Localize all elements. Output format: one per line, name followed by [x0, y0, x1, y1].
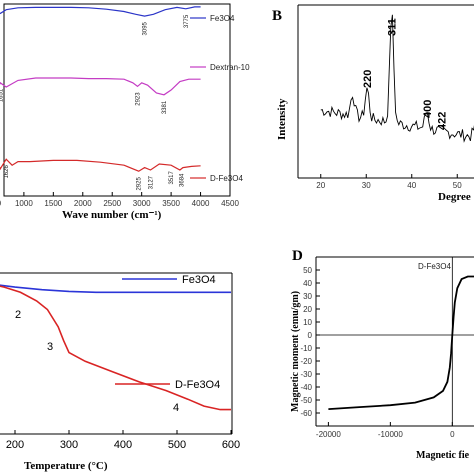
panel-a-peak-label: 2923: [136, 92, 142, 106]
panel-d-y-tick-label: -30: [300, 370, 312, 379]
panel-a-x-tick-label: 4000: [192, 199, 210, 208]
panel-c-x-tick-label: 600: [222, 439, 240, 451]
panel-a-peak-label: 3381: [162, 100, 168, 114]
panel-c-plot: 200 300 400 500 600 Fe3O4 D-Fe3O4 2 3 4: [0, 274, 240, 451]
panel-c-stage-label: 4: [173, 402, 179, 414]
panel-a-x-tick-label: 500: [0, 199, 2, 208]
panel-c-stage-label: 2: [15, 309, 21, 321]
panel-d-y-tick-label: -60: [300, 409, 312, 418]
panel-b-x-label: Degree: [438, 191, 471, 203]
panel-a-peak-label: 3684: [180, 173, 186, 187]
panel-a-peak-label: 2925: [137, 177, 143, 191]
panel-a-x-tick-label: 3500: [162, 199, 180, 208]
panel-b-x-tick-label: 20: [316, 181, 325, 190]
panel-b-peak-label: 311: [387, 18, 399, 36]
panel-d-title: D-Fe3O4: [418, 262, 451, 271]
panel-a-x-tick-label: 4500: [221, 199, 239, 208]
panel-b-peak-label: 220: [362, 70, 374, 88]
panel-a-series-line: [0, 6, 201, 17]
panel-a-legend-label: Fe3O4: [210, 14, 235, 23]
panel-a-peak-label: 1626: [4, 165, 10, 179]
panel-a-series-line: [0, 158, 201, 172]
panel-a-series-line: [0, 77, 201, 96]
panel-a-peak-label: 3095: [143, 21, 149, 35]
panel-d-plot: -60 -50 -40 -30 -20 -10 0 10 20 30 40 50 -20000 -1000…: [300, 257, 474, 439]
panel-d-y-tick-label: -40: [300, 383, 312, 392]
panel-a-x-tick-label: 3000: [133, 199, 151, 208]
panel-c-series-line: [0, 284, 231, 294]
panel-d-x-tick-label: -10000: [378, 430, 403, 439]
panel-c-series-line: [0, 285, 231, 411]
panel-a-x-tick-label: 2500: [103, 199, 121, 208]
panel-a-plot: 5001000150020002500300035004000450016253…: [0, 6, 250, 208]
panel-c-legend-label: D-Fe3O4: [175, 379, 220, 391]
panel-b-letter: B: [272, 8, 282, 24]
panel-c-stage-label: 3: [47, 341, 53, 353]
panel-a-peak-label: 3517: [169, 171, 175, 185]
panel-c-x-tick-label: 300: [60, 439, 78, 451]
panel-d-y-tick-label: 50: [303, 266, 312, 275]
panel-a-legend-label: D-Fe3O4: [210, 174, 243, 183]
panel-c-x-tick-label: 200: [6, 439, 24, 451]
panel-c-x-tick-label: 400: [114, 439, 132, 451]
panel-b-peak-label: 400: [422, 100, 434, 118]
panel-d-y-tick-label: 30: [303, 292, 312, 301]
panel-a-x-tick-label: 2000: [74, 199, 92, 208]
panel-b-x-tick-label: 40: [407, 181, 416, 190]
panel-d-y-tick-label: 0: [308, 331, 313, 340]
panel-b-peak-label: 422: [436, 112, 448, 130]
panel-c-legend-label: Fe3O4: [182, 274, 216, 286]
panel-a-peak-label: 3127: [149, 175, 155, 189]
panel-d-y-tick-label: -10: [300, 344, 312, 353]
panel-a-frame: [3, 3, 231, 197]
panel-d-y-label: Magnetic moment (emu/gm): [290, 291, 301, 412]
panel-c-x-label: Temperature (°C): [24, 460, 108, 472]
panel-d-y-tick-label: -50: [300, 396, 312, 405]
panel-a-peak-label: 3775: [184, 14, 190, 28]
panel-d-x-tick-label: 0: [450, 430, 455, 439]
panel-b-xrd-line: [320, 14, 474, 143]
panel-d-y-tick-label: -20: [300, 357, 312, 366]
panel-b-y-label: Intensity: [276, 98, 288, 140]
panel-d-y-tick-label: 40: [303, 279, 312, 288]
panel-d-y-tick-label: 20: [303, 305, 312, 314]
panel-d-letter: D: [292, 248, 303, 264]
panel-d-x-label: Magnetic fie: [416, 450, 470, 461]
panel-a-x-tick-label: 1500: [44, 199, 62, 208]
panel-a-x-tick-label: 1000: [15, 199, 33, 208]
panel-c-x-tick-label: 500: [168, 439, 186, 451]
panel-d-y-tick-label: 10: [303, 318, 312, 327]
panel-a-x-label: Wave number (cm⁻¹): [62, 209, 162, 221]
panel-b-x-tick-label: 30: [362, 181, 371, 190]
panel-d-series-line: [328, 275, 474, 410]
panel-a-legend-label: Dextran-10: [210, 63, 250, 72]
panel-d-x-tick-label: -20000: [316, 430, 341, 439]
panel-b-x-tick-label: 50: [453, 181, 462, 190]
panel-a-peak-label: 1651: [0, 88, 4, 102]
